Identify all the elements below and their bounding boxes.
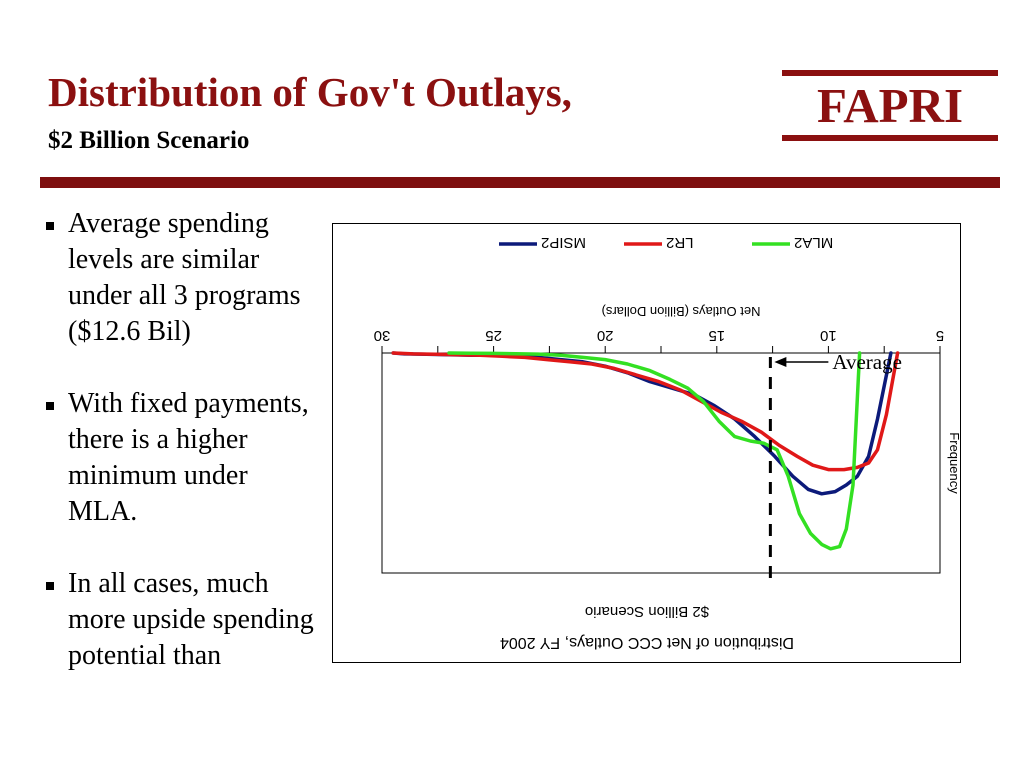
legend-label-lr2: LR2 xyxy=(666,234,694,251)
x-tick-label: 15 xyxy=(708,327,725,344)
x-tick-label: 5 xyxy=(936,327,944,344)
bullet-list: Average spending levels are similar unde… xyxy=(44,206,320,710)
slide-subtitle: $2 Billion Scenario xyxy=(48,127,250,154)
slide-title: Distribution of Gov't Outlays, xyxy=(48,69,572,115)
x-tick-label: 20 xyxy=(597,327,614,344)
fapri-logo: FAPRI xyxy=(782,70,998,142)
logo-text: FAPRI xyxy=(816,78,964,133)
bullet-item: In all cases, much more upside spending … xyxy=(44,566,320,674)
series-line-lr2 xyxy=(391,351,900,472)
chart-title: Distribution of Net CCC Outlays, FY 2004 xyxy=(500,634,794,651)
series-line-msip2 xyxy=(391,351,893,496)
y-axis-label: Frequency xyxy=(947,432,960,494)
x-tick-label: 10 xyxy=(820,327,837,344)
logo-bottom-bar xyxy=(782,135,998,141)
legend-label-msip2: MSIP2 xyxy=(541,234,586,251)
chart-frame: 5 10 15 20 25 30 Net Outlays (Billion Dollars)… xyxy=(332,223,961,663)
x-tick-label: 25 xyxy=(485,327,502,344)
bullet-item: Average spending levels are similar unde… xyxy=(44,206,320,350)
series-line-mla2 xyxy=(447,351,862,551)
legend-label-mla2: MLA2 xyxy=(794,234,833,251)
logo-top-bar xyxy=(782,70,998,76)
average-arrow-head xyxy=(774,357,787,367)
title-divider xyxy=(40,177,1000,188)
x-axis-label: Net Outlays (Billion Dollars) xyxy=(602,304,761,319)
distribution-chart: 5 10 15 20 25 30 Net Outlays (Billion Dollars)… xyxy=(374,234,960,651)
x-tick-label: 30 xyxy=(374,327,391,344)
average-label: Average xyxy=(832,350,902,374)
bullet-item: With fixed payments, there is a higher m… xyxy=(44,386,320,530)
chart-subtitle: $2 Billion Scenario xyxy=(585,603,709,620)
